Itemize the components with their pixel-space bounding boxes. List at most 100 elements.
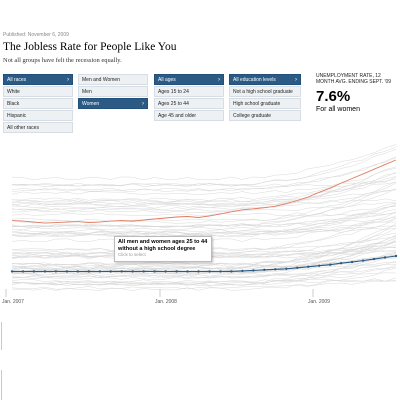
unemployment-rate-value: 7.6% — [316, 88, 351, 105]
background-series-line — [11, 211, 397, 229]
data-point — [394, 254, 398, 258]
data-point — [186, 270, 189, 273]
background-series-line — [11, 178, 397, 195]
background-series-line — [11, 277, 397, 290]
background-series-line — [11, 272, 397, 277]
filter-label: Ages 25 to 44 — [158, 101, 189, 107]
unemployment-rate-group: For all women — [316, 106, 360, 113]
data-point — [329, 263, 332, 266]
data-point — [65, 270, 69, 273]
data-point — [109, 270, 112, 273]
tooltip-hint: Click to select — [118, 252, 146, 257]
data-point — [164, 270, 167, 273]
background-series-line — [11, 217, 397, 238]
filter-sex-women[interactable]: Women › — [78, 98, 148, 109]
filter-race-hispanic[interactable]: Hispanic — [3, 110, 73, 121]
chevron-right-icon: › — [295, 77, 297, 83]
data-point — [318, 264, 321, 267]
filter-age-15-24[interactable]: Ages 15 to 24 — [154, 86, 224, 97]
background-series-line — [11, 144, 397, 181]
data-point — [54, 270, 58, 273]
background-series-line — [11, 253, 397, 270]
x-tick-label: Jan. 2009 — [308, 299, 330, 305]
background-series-line — [11, 252, 397, 285]
background-series-line — [11, 205, 397, 238]
filter-label: All other races — [7, 125, 39, 131]
filter-race-all[interactable]: All races › — [3, 74, 73, 85]
data-point — [241, 269, 244, 273]
data-point — [296, 266, 299, 269]
data-point — [383, 256, 387, 259]
filter-label: High school graduate — [233, 101, 281, 107]
background-series-line — [11, 221, 397, 233]
data-point — [274, 268, 277, 271]
tooltip-title: All men and women ages 25 to 44 without … — [118, 239, 208, 252]
chevron-right-icon: › — [218, 77, 220, 83]
background-series-line — [11, 260, 397, 286]
highlight-series-line — [11, 159, 397, 224]
background-series-line — [11, 206, 397, 231]
filter-edu-college[interactable]: College graduate — [229, 110, 301, 121]
chevron-right-icon: › — [67, 77, 69, 83]
data-point — [208, 270, 211, 273]
background-series-line — [11, 148, 397, 187]
filter-age-45-plus[interactable]: Age 45 and older — [154, 110, 224, 121]
filter-label: Hispanic — [7, 113, 27, 119]
data-point — [372, 257, 376, 261]
data-point — [21, 270, 25, 273]
chevron-right-icon: › — [142, 101, 144, 107]
data-point — [230, 270, 233, 273]
filter-label: Women — [82, 101, 100, 107]
background-series-line — [11, 176, 397, 209]
filter-race-black[interactable]: Black — [3, 98, 73, 109]
education-filter: All education levels › Not a high school … — [229, 74, 301, 122]
data-point — [197, 270, 200, 273]
background-series-line — [11, 166, 397, 212]
unemployment-rate-label: Unemployment rate, 12 month avg. ending … — [316, 73, 392, 85]
filter-age-all[interactable]: All ages › — [154, 74, 224, 85]
filter-label: All ages — [158, 77, 176, 83]
background-series-line — [12, 167, 397, 201]
data-point — [252, 269, 255, 272]
data-point — [361, 259, 365, 262]
data-point — [263, 268, 266, 271]
background-series-line — [11, 188, 397, 204]
data-point — [87, 270, 91, 273]
background-series-line — [11, 198, 397, 205]
margin-line — [1, 370, 2, 400]
filter-label: Black — [7, 101, 20, 107]
filter-edu-hs[interactable]: High school graduate — [229, 98, 301, 109]
data-point — [10, 270, 14, 273]
background-series-line — [11, 267, 397, 291]
background-series-line — [11, 189, 397, 211]
filter-edu-all[interactable]: All education levels › — [229, 74, 301, 85]
series-tooltip[interactable]: All men and women ages 25 to 44 without … — [114, 236, 212, 262]
background-series-line — [11, 202, 397, 222]
data-point — [285, 267, 288, 270]
published-date: Published: November 6, 2009 — [3, 32, 69, 38]
background-series-line — [11, 181, 397, 187]
unemployment-line-chart[interactable] — [0, 137, 398, 297]
filter-sex-both[interactable]: Men and Women — [78, 74, 148, 85]
data-point — [153, 270, 156, 273]
data-point — [219, 270, 222, 273]
data-point — [120, 270, 123, 273]
filter-label: All education levels — [233, 77, 276, 83]
race-filter: All races › White Black Hispanic All othe… — [3, 74, 73, 134]
filter-label: White — [7, 89, 20, 95]
background-series-line — [11, 257, 397, 279]
filter-race-white[interactable]: White — [3, 86, 73, 97]
data-point — [43, 270, 47, 273]
sex-filter: Men and Women Men Women › — [78, 74, 148, 110]
background-series-group — [11, 144, 397, 291]
filter-edu-no-hs[interactable]: Not a high school graduate — [229, 86, 301, 97]
page-subtitle: Not all groups have felt the recession e… — [3, 57, 122, 64]
background-series-line — [11, 239, 397, 276]
background-series-line — [11, 237, 397, 266]
filter-label: College graduate — [233, 113, 272, 119]
filter-race-other[interactable]: All other races — [3, 122, 73, 133]
filter-label: All races — [7, 77, 27, 83]
filter-age-25-44[interactable]: Ages 25 to 44 — [154, 98, 224, 109]
data-point — [142, 270, 145, 273]
filter-sex-men[interactable]: Men — [78, 86, 148, 97]
